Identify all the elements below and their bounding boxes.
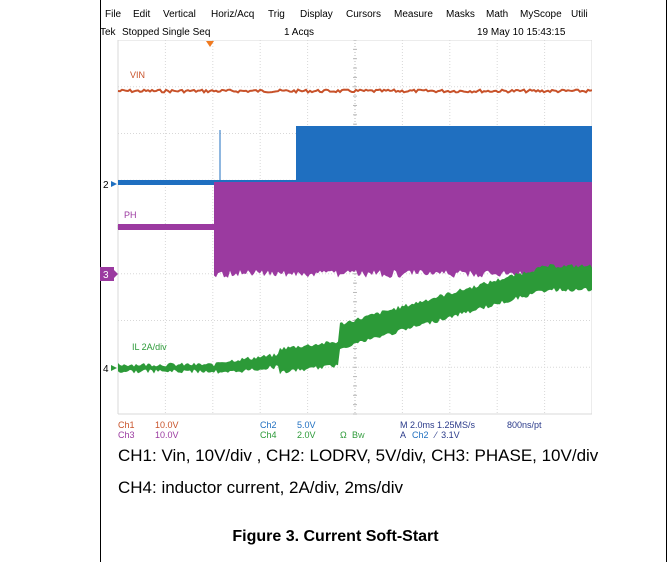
caption-line-1: CH1: Vin, 10V/div , CH2: LODRV, 5V/div, … <box>118 446 599 465</box>
marker-arrow <box>111 365 117 371</box>
ch3-label: Ch3 <box>118 430 135 440</box>
trigger-readout: A Ch2 ⁄ 3.1V <box>400 430 460 440</box>
ch3-scale: 10.0V <box>155 430 179 440</box>
menu-item-trig[interactable]: Trig <box>268 9 285 20</box>
menu-item-vertical[interactable]: Vertical <box>163 9 196 20</box>
right-border <box>666 0 667 562</box>
ch3-ground-marker: 3 <box>100 267 118 281</box>
timebase-readout: M 2.0ms 1.25MS/s <box>400 420 476 430</box>
marker-number: 3 <box>103 270 109 281</box>
brand-label: Tek <box>100 27 116 38</box>
marker-arrow <box>111 181 117 187</box>
phase-baseline <box>118 224 214 230</box>
lodrv-switching-block <box>296 126 592 184</box>
lodrv-baseline <box>118 180 296 185</box>
marker-arrow <box>114 270 118 278</box>
waveform-traces <box>117 88 592 375</box>
menu-item-edit[interactable]: Edit <box>133 9 151 20</box>
acquisition-count: 1 Acqs <box>284 27 315 38</box>
ph-trace-label: PH <box>124 210 137 220</box>
trigger-slope-icon: ⁄ <box>435 430 437 440</box>
bandwidth-label: B <box>352 430 359 440</box>
menu-bar: File Edit Vertical Horiz/Acq Trig Displa… <box>100 9 592 23</box>
ch2-label: Ch2 <box>260 420 277 430</box>
ch1-label: Ch1 <box>118 420 135 430</box>
bandwidth-subscript: W <box>358 433 365 440</box>
oscilloscope-screen: 2 3 4 VIN PH IL 2A/div <box>100 40 592 415</box>
il-trace-label: IL 2A/div <box>132 342 167 352</box>
trigger-level: 3.1V <box>441 430 460 440</box>
datetime-readout: 19 May 10 15:43:15 <box>477 27 566 38</box>
menu-item-file[interactable]: File <box>105 9 122 20</box>
ch1-scale: 10.0V <box>155 420 179 430</box>
menu-item-display[interactable]: Display <box>300 9 333 20</box>
inductor-current-trace <box>118 264 592 375</box>
bandwidth-limit-icon: BW <box>352 430 365 442</box>
menu-item-math[interactable]: Math <box>486 9 509 20</box>
menu-item-measure[interactable]: Measure <box>394 9 433 20</box>
menu-item-horiz-acq[interactable]: Horiz/Acq <box>211 9 255 20</box>
ch2-scale: 5.0V <box>297 420 316 430</box>
status-bar: Tek Stopped Single Seq 1 Acqs 19 May 10 … <box>100 27 592 41</box>
menu-item-myscope[interactable]: MyScope <box>520 9 562 20</box>
trigger-position-icon <box>206 41 214 47</box>
ch2-ground-marker: 2 <box>103 180 117 191</box>
ch4-ground-marker: 4 <box>103 364 117 375</box>
marker-badge <box>100 267 114 281</box>
menu-item-masks[interactable]: Masks <box>446 9 475 20</box>
menu-item-cursors[interactable]: Cursors <box>346 9 382 20</box>
termination-icon: Ω <box>340 430 347 440</box>
ch4-scale: 2.0V <box>297 430 316 440</box>
menu-item-utilities[interactable]: Utili <box>571 9 588 20</box>
trigger-prefix: A <box>400 430 406 440</box>
caption-line-2: CH4: inductor current, 2A/div, 2ms/div <box>118 478 404 497</box>
acquisition-state: Stopped Single Seq <box>122 27 211 38</box>
ch4-label: Ch4 <box>260 430 277 440</box>
figure-title: Figure 3. Current Soft-Start <box>232 528 439 545</box>
marker-number: 2 <box>103 180 109 191</box>
marker-number: 4 <box>103 364 109 375</box>
vin-trace <box>117 88 592 94</box>
resolution-readout: 800ns/pt <box>507 420 542 430</box>
vin-trace-label: VIN <box>130 70 145 80</box>
phase-switching-block <box>214 182 592 278</box>
channel-markers: 2 3 4 <box>100 180 118 375</box>
trigger-channel: Ch2 <box>412 430 429 440</box>
